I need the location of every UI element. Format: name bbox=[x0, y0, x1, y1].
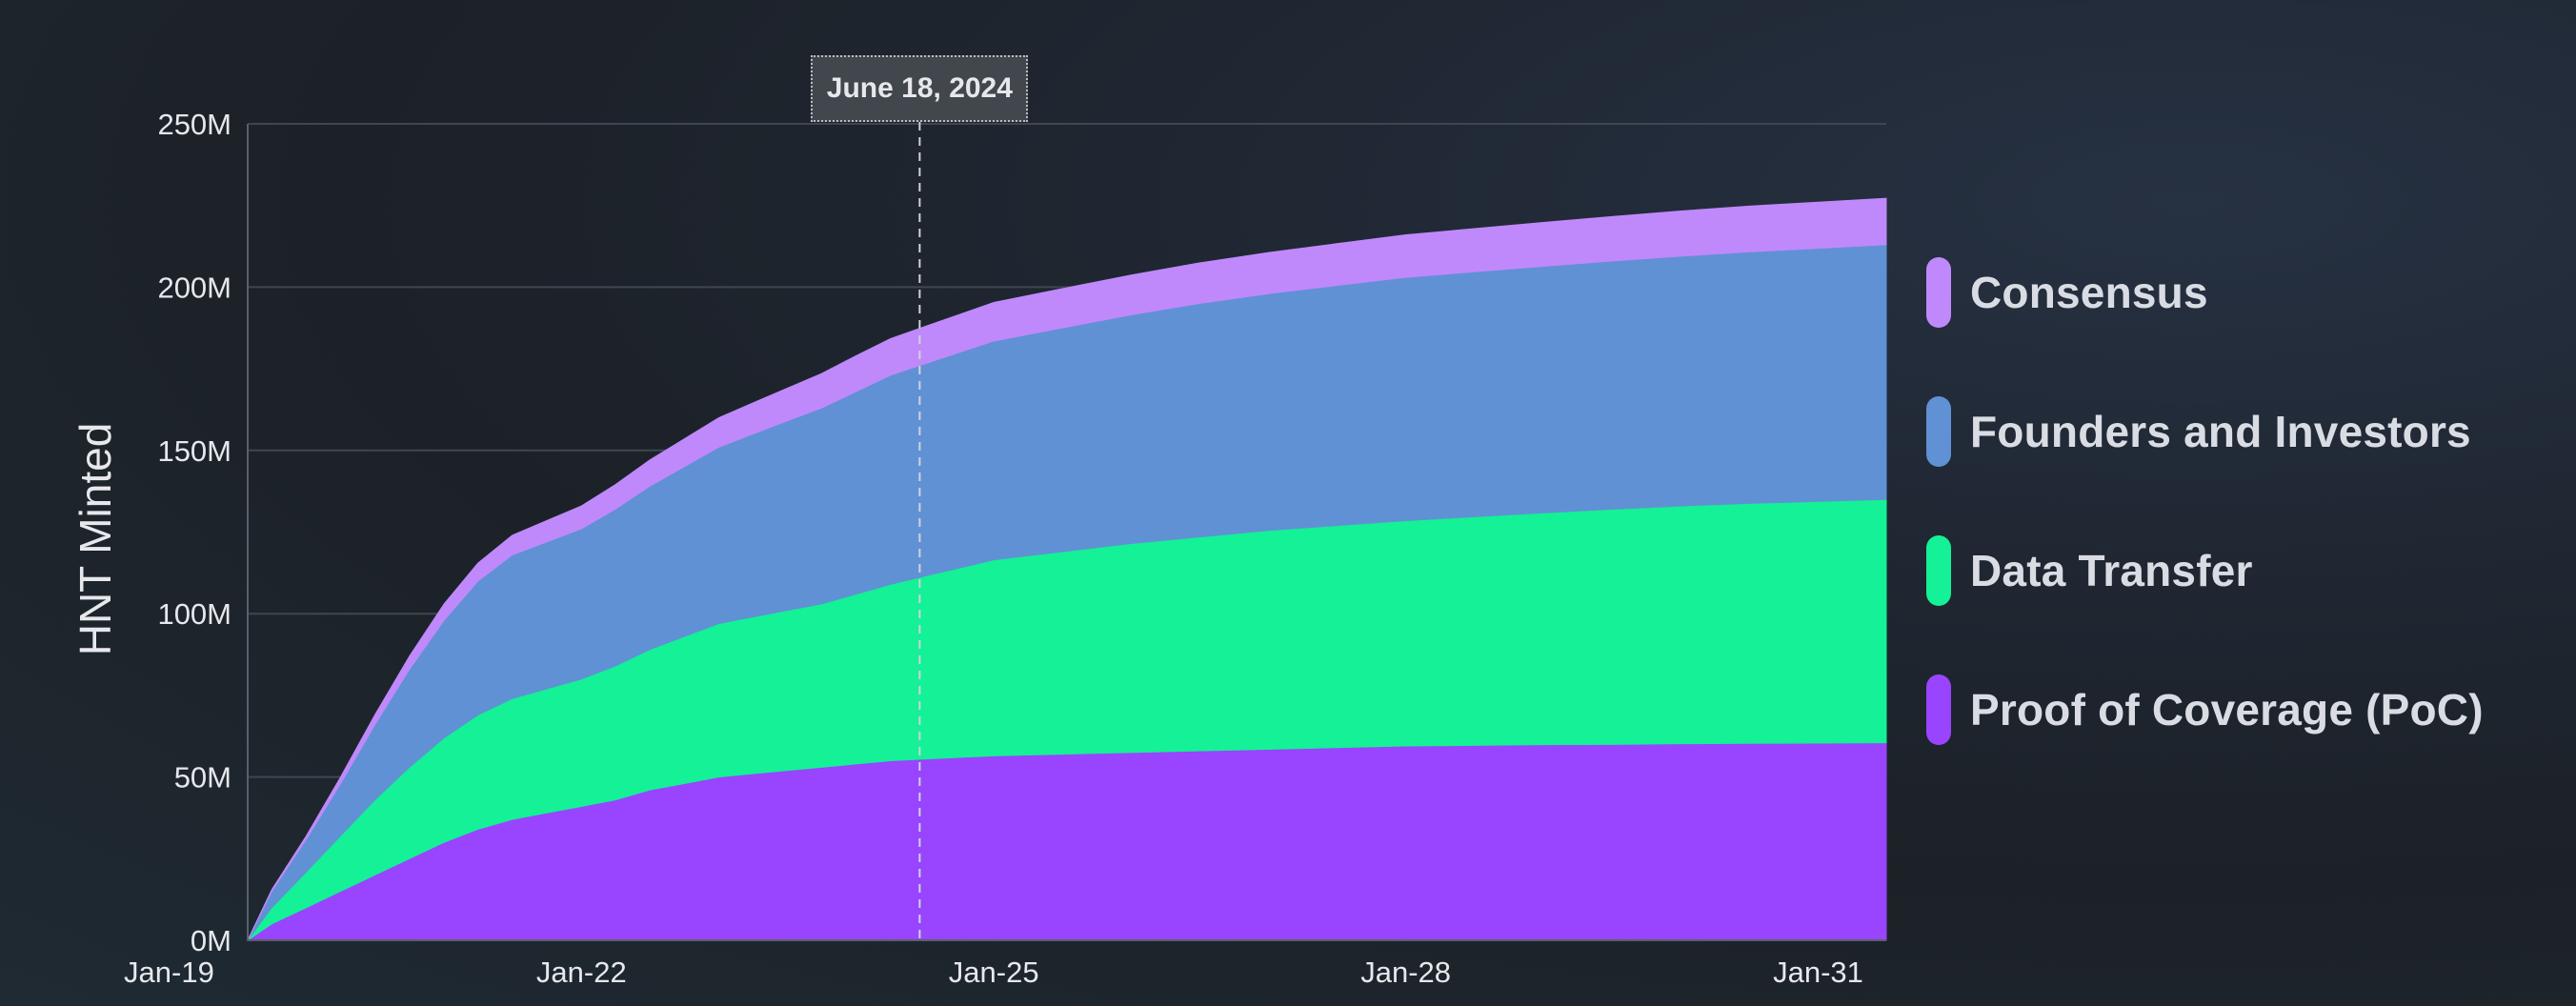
x-tick-label: Jan-25 bbox=[949, 956, 1039, 989]
y-tick-label: 200M bbox=[157, 271, 231, 304]
date-marker-label: June 18, 2024 bbox=[826, 72, 1013, 104]
y-tick-label: 250M bbox=[157, 108, 231, 141]
legend-item-consensus[interactable]: Consensus bbox=[1926, 257, 2555, 328]
x-tick-label: Jan-22 bbox=[536, 956, 627, 989]
axes bbox=[247, 124, 1886, 941]
x-tick-label: Jan-28 bbox=[1360, 956, 1451, 989]
date-marker-label-box[interactable]: June 18, 2024 bbox=[811, 55, 1029, 122]
legend-item-data-transfer[interactable]: Data Transfer bbox=[1926, 535, 2555, 606]
legend-label: Consensus bbox=[1970, 268, 2208, 317]
legend-swatch bbox=[1926, 396, 1951, 467]
legend-label: Data Transfer bbox=[1970, 546, 2253, 595]
legend-swatch bbox=[1926, 674, 1951, 745]
legend-item-founders-and-investors[interactable]: Founders and Investors bbox=[1926, 396, 2555, 467]
legend-item-proof-of-coverage-poc[interactable]: Proof of Coverage (PoC) bbox=[1926, 674, 2555, 745]
legend-swatch bbox=[1926, 257, 1951, 328]
y-axis-label: HNT Minted bbox=[70, 422, 120, 656]
legend: Consensus Founders and Investors Data Tran… bbox=[1926, 257, 2555, 814]
y-tick-label: 0M bbox=[191, 924, 231, 957]
x-tick-label: Jan-31 bbox=[1773, 956, 1863, 989]
x-tick-label: Jan-19 bbox=[124, 956, 214, 989]
y-tick-label: 100M bbox=[157, 597, 231, 631]
legend-label: Proof of Coverage (PoC) bbox=[1970, 685, 2484, 734]
legend-label: Founders and Investors bbox=[1970, 407, 2471, 456]
y-tick-label: 150M bbox=[157, 434, 231, 468]
area-series bbox=[246, 197, 1887, 941]
area-consensus[interactable] bbox=[247, 197, 1887, 941]
y-tick-label: 50M bbox=[174, 761, 231, 795]
legend-swatch bbox=[1926, 535, 1951, 606]
x-tick-labels: Jan-19 Jan-22 Jan-25 Jan-28 Jan-31 bbox=[124, 956, 1863, 989]
y-tick-labels: 0M 50M 100M 150M 200M 250M bbox=[157, 108, 231, 957]
